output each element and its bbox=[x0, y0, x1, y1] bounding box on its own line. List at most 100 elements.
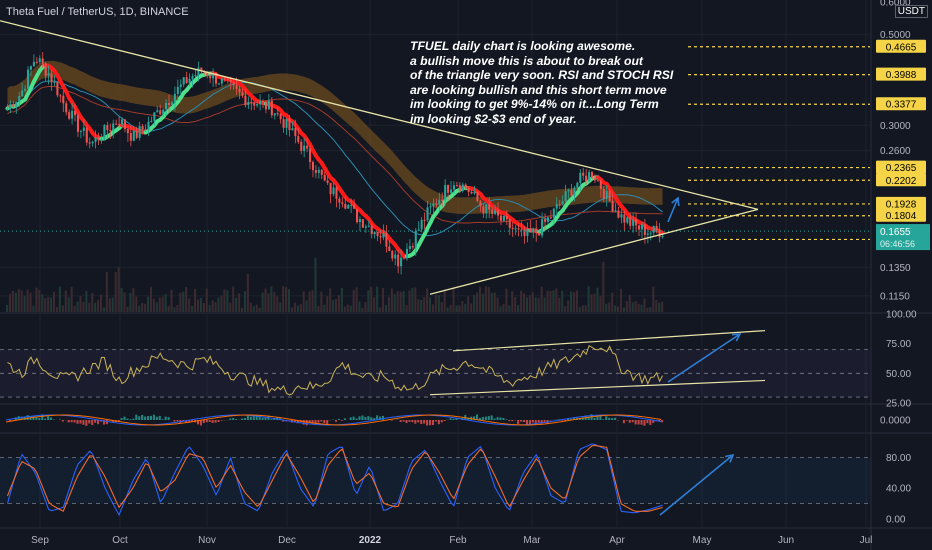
level-label: 0.1928 bbox=[886, 199, 917, 210]
candle-body bbox=[573, 187, 576, 196]
candle-body bbox=[394, 254, 397, 259]
candle-body bbox=[344, 203, 347, 209]
candle-body bbox=[423, 219, 426, 221]
candle-body bbox=[150, 120, 153, 122]
volume-bar bbox=[558, 297, 561, 312]
macd-bar bbox=[343, 418, 346, 420]
volume-bar bbox=[602, 261, 605, 312]
volume-bar bbox=[661, 301, 664, 312]
volume-bar bbox=[540, 286, 543, 312]
macd-bar bbox=[58, 419, 61, 420]
candle-body bbox=[476, 191, 479, 201]
macd-bar bbox=[511, 420, 514, 422]
candle-body bbox=[79, 130, 82, 132]
volume-bar bbox=[655, 299, 658, 312]
volume-bar bbox=[440, 302, 443, 312]
volume-bar bbox=[214, 302, 217, 312]
volume-bar bbox=[337, 295, 340, 312]
macd-bar bbox=[496, 417, 499, 420]
macd-bar bbox=[202, 420, 205, 424]
symbol-title[interactable]: Theta Fuel / TetherUS, 1D, BINANCE bbox=[6, 6, 189, 18]
candle-body bbox=[188, 78, 191, 84]
currency-badge[interactable]: USDT bbox=[894, 5, 928, 18]
candle-body bbox=[514, 228, 517, 230]
x-tick-label: May bbox=[693, 535, 712, 546]
candle-body bbox=[59, 95, 62, 97]
candle-body bbox=[403, 257, 406, 259]
volume-bar bbox=[232, 286, 235, 312]
candle-body bbox=[35, 61, 38, 63]
volume-bar bbox=[47, 297, 50, 312]
candle-body bbox=[91, 141, 94, 144]
candle-body bbox=[376, 232, 379, 237]
macd-bar bbox=[434, 420, 437, 422]
macd-bar bbox=[311, 420, 314, 424]
candle-body bbox=[335, 187, 338, 199]
candle-body bbox=[82, 127, 85, 131]
candle-body bbox=[220, 78, 223, 84]
volume-bar bbox=[587, 286, 590, 312]
candle-body bbox=[497, 210, 500, 216]
candle-body bbox=[638, 225, 641, 230]
volume-bar bbox=[41, 294, 44, 312]
volume-bar bbox=[35, 287, 38, 312]
candle-body bbox=[385, 232, 388, 247]
candle-body bbox=[309, 148, 312, 162]
macd-bar bbox=[35, 416, 38, 420]
macd-bar bbox=[270, 419, 273, 420]
candle-body bbox=[414, 230, 417, 248]
candle-body bbox=[226, 79, 229, 81]
macd-bar bbox=[596, 416, 599, 420]
candle-body bbox=[420, 219, 423, 230]
candle-body bbox=[614, 210, 617, 212]
volume-bar bbox=[628, 294, 631, 312]
y-tick-label: 0.1150 bbox=[880, 291, 910, 302]
candle-body bbox=[505, 215, 508, 220]
volume-bar bbox=[273, 292, 276, 312]
annotation-line: of the triangle very soon. RSI and STOCH… bbox=[410, 68, 674, 83]
volume-bar bbox=[238, 293, 241, 312]
projection-arrow bbox=[667, 197, 679, 223]
candle-body bbox=[347, 205, 350, 209]
macd-bar bbox=[531, 420, 534, 423]
macd-bar bbox=[335, 420, 338, 422]
volume-bar bbox=[323, 304, 326, 312]
volume-bar bbox=[288, 289, 291, 312]
volume-bar bbox=[261, 292, 264, 312]
candle-body bbox=[591, 172, 594, 178]
stoch-band bbox=[0, 457, 870, 504]
volume-bar bbox=[102, 307, 105, 312]
stoch-d-line bbox=[6, 444, 663, 512]
volume-bar bbox=[38, 289, 41, 312]
macd-bar bbox=[205, 420, 208, 423]
candle-body bbox=[661, 235, 664, 238]
volume-bar bbox=[126, 306, 129, 312]
x-axis: Sep Oct Nov Dec 2022 Feb Mar Apr May Jun Jul bbox=[31, 535, 872, 546]
volume-bar bbox=[82, 301, 85, 312]
macd-bar bbox=[232, 418, 235, 420]
volume-bar bbox=[252, 306, 255, 312]
candle-body bbox=[253, 102, 256, 106]
volume-bar bbox=[191, 305, 194, 312]
level-badge bbox=[876, 39, 926, 53]
volume-bar bbox=[299, 304, 302, 312]
volume-bar bbox=[405, 305, 408, 312]
candle-body bbox=[585, 175, 588, 182]
volume-bar bbox=[625, 301, 628, 312]
macd-bar bbox=[637, 420, 640, 425]
volume-bar bbox=[149, 286, 152, 312]
macd-pane bbox=[5, 414, 664, 426]
candle-body bbox=[94, 137, 97, 142]
volume-bars bbox=[6, 257, 664, 312]
volume-bar bbox=[152, 298, 155, 312]
volume-bar bbox=[358, 301, 361, 312]
macd-bar bbox=[490, 415, 493, 420]
candle-body bbox=[329, 182, 332, 195]
macd-bar bbox=[241, 418, 244, 420]
volume-bar bbox=[343, 306, 346, 312]
stoch-tick-label: 40.00 bbox=[886, 484, 911, 495]
candle-body bbox=[546, 217, 549, 222]
volume-bar bbox=[29, 292, 32, 312]
volume-bar bbox=[73, 305, 76, 312]
macd-bar bbox=[543, 420, 546, 423]
